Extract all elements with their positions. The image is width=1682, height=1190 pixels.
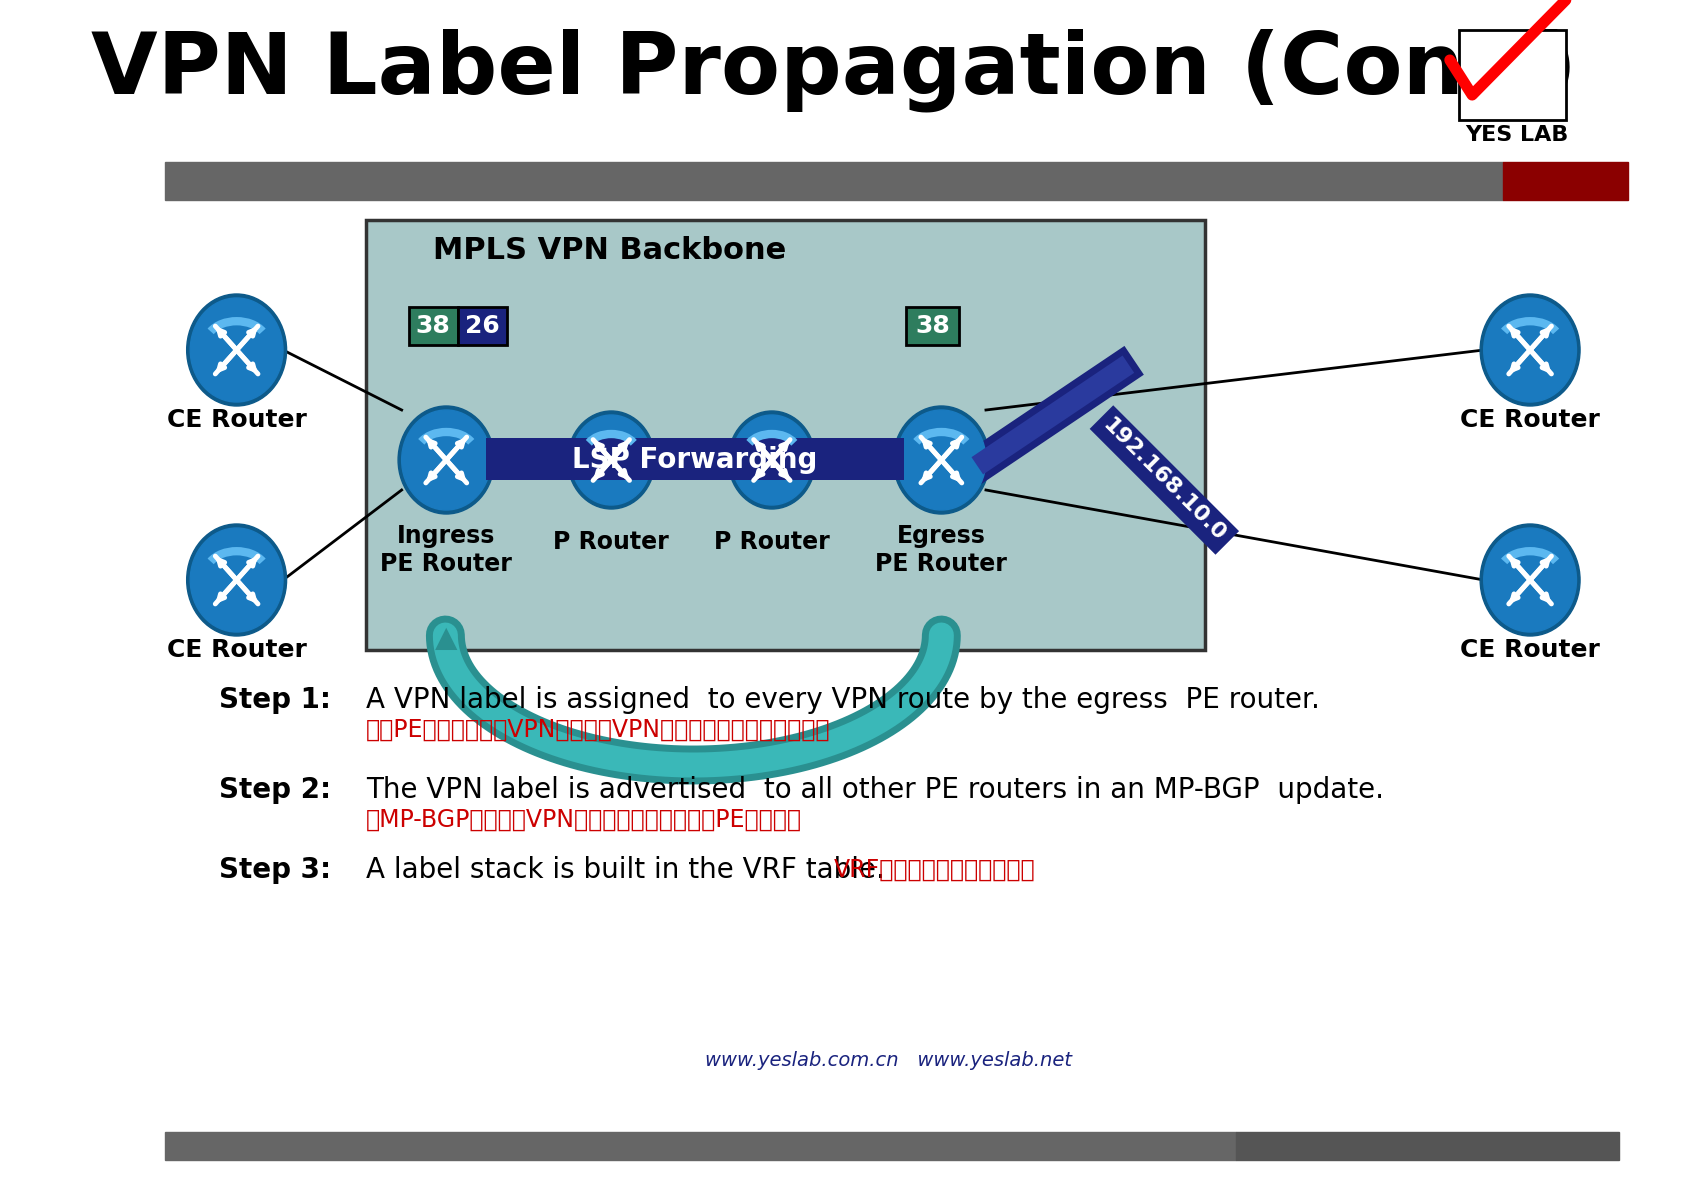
Circle shape — [728, 411, 816, 509]
Circle shape — [190, 298, 283, 402]
Bar — [165, 162, 1502, 200]
Circle shape — [897, 411, 986, 511]
Text: A label stack is built in the VRF table.: A label stack is built in the VRF table. — [365, 856, 885, 884]
Text: VRF表中内置了一个标签栈。: VRF表中内置了一个标签栈。 — [834, 858, 1036, 882]
Bar — [1235, 1132, 1618, 1160]
Text: The VPN label is advertised  to all other PE routers in an MP-BGP  update.: The VPN label is advertised to all other… — [365, 776, 1383, 804]
FancyBboxPatch shape — [486, 438, 903, 480]
Circle shape — [1478, 294, 1579, 406]
Text: 26: 26 — [464, 314, 500, 338]
Circle shape — [399, 406, 495, 514]
FancyBboxPatch shape — [1458, 30, 1564, 120]
Text: P Router: P Router — [553, 530, 669, 555]
Circle shape — [1484, 528, 1576, 632]
Circle shape — [732, 415, 811, 505]
Text: 在MP-BGP更新中，VPN标签被通告给所有其他PE路由器。: 在MP-BGP更新中，VPN标签被通告给所有其他PE路由器。 — [365, 808, 802, 832]
Circle shape — [187, 294, 286, 406]
FancyBboxPatch shape — [458, 307, 506, 345]
Circle shape — [1484, 298, 1576, 402]
Text: www.yeslab.com.cn   www.yeslab.net: www.yeslab.com.cn www.yeslab.net — [705, 1051, 1071, 1070]
Text: CE Router: CE Router — [1460, 408, 1600, 432]
FancyBboxPatch shape — [409, 307, 458, 345]
Circle shape — [1478, 524, 1579, 635]
Circle shape — [567, 411, 654, 509]
FancyBboxPatch shape — [365, 220, 1204, 650]
Text: A VPN label is assigned  to every VPN route by the egress  PE router.: A VPN label is assigned to every VPN rou… — [365, 685, 1319, 714]
Text: CE Router: CE Router — [167, 408, 306, 432]
Circle shape — [893, 406, 989, 514]
Circle shape — [570, 415, 651, 505]
Bar — [165, 1132, 1235, 1160]
Text: Step 2:: Step 2: — [219, 776, 331, 804]
Circle shape — [402, 411, 491, 511]
Circle shape — [190, 528, 283, 632]
Text: MPLS VPN Backbone: MPLS VPN Backbone — [432, 236, 785, 264]
Text: 192.168.10.0: 192.168.10.0 — [1098, 415, 1230, 545]
Bar — [1502, 162, 1626, 200]
Text: YES LAB: YES LAB — [1463, 125, 1568, 145]
Circle shape — [187, 524, 286, 635]
Text: CE Router: CE Router — [167, 638, 306, 662]
Text: Egress
PE Router: Egress PE Router — [875, 524, 1008, 576]
FancyArrowPatch shape — [489, 452, 900, 469]
Text: LSP Forwarding: LSP Forwarding — [572, 446, 816, 474]
Text: Step 1:: Step 1: — [219, 685, 331, 714]
Text: 38: 38 — [915, 314, 949, 338]
Text: P Router: P Router — [713, 530, 829, 555]
Text: Step 3:: Step 3: — [219, 856, 331, 884]
Text: Ingress
PE Router: Ingress PE Router — [380, 524, 511, 576]
Text: CE Router: CE Router — [1460, 638, 1600, 662]
Text: 38: 38 — [415, 314, 451, 338]
FancyBboxPatch shape — [905, 307, 959, 345]
Text: VPN Label Propagation (Cont.): VPN Label Propagation (Cont.) — [91, 29, 1576, 112]
Text: 出口PE路由器为每个VPN路由分配VPN标签。一每条路由一个标签: 出口PE路由器为每个VPN路由分配VPN标签。一每条路由一个标签 — [365, 718, 829, 743]
